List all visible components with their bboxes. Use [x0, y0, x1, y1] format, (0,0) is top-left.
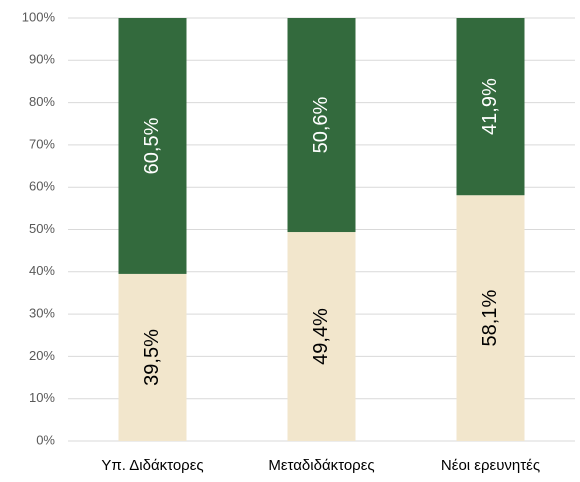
value-label: 50,6%: [310, 96, 332, 153]
y-tick-label: 30%: [29, 306, 55, 321]
y-tick-label: 100%: [22, 9, 56, 24]
y-tick-label: 10%: [29, 390, 55, 405]
y-tick-label: 70%: [29, 136, 55, 151]
value-label: 39,5%: [141, 329, 163, 386]
value-label: 49,4%: [310, 308, 332, 365]
y-tick-label: 0%: [36, 432, 55, 447]
value-label: 41,9%: [479, 78, 501, 135]
bar-segment: [118, 273, 187, 441]
y-tick-label: 40%: [29, 263, 55, 278]
y-tick-label: 90%: [29, 52, 55, 67]
x-tick-label: Νέοι ερευνητές: [441, 457, 540, 474]
y-tick-label: 50%: [29, 221, 55, 236]
value-label: 60,5%: [141, 117, 163, 174]
x-tick-label: Μεταδιδάκτορες: [268, 457, 374, 474]
bar-segment: [118, 18, 187, 274]
y-tick-label: 20%: [29, 348, 55, 363]
value-label: 58,1%: [479, 290, 501, 347]
x-tick-label: Υπ. Διδάκτορες: [101, 457, 203, 474]
bar-segment: [456, 195, 525, 441]
bar-segment: [287, 232, 356, 441]
y-tick-label: 60%: [29, 179, 55, 194]
bar-segment: [287, 18, 356, 233]
bar-segment: [456, 18, 525, 196]
y-tick-label: 80%: [29, 94, 55, 109]
